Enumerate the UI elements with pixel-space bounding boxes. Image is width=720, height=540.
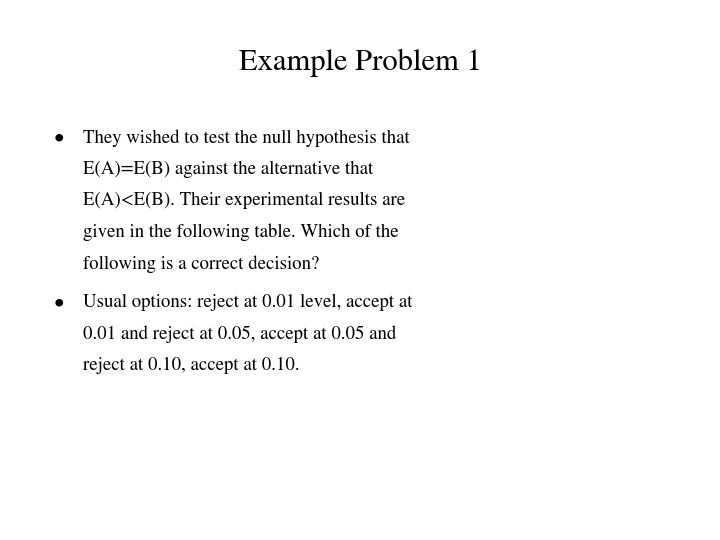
Text: E(A)=E(B) against the alternative that: E(A)=E(B) against the alternative that (83, 161, 373, 178)
Text: •: • (54, 130, 65, 147)
Text: given in the following table. Which of the: given in the following table. Which of t… (83, 224, 398, 241)
Text: 0.01 and reject at 0.05, accept at 0.05 and: 0.01 and reject at 0.05, accept at 0.05 … (83, 326, 396, 343)
Text: reject at 0.10, accept at 0.10.: reject at 0.10, accept at 0.10. (83, 357, 300, 374)
Text: E(A)<E(B). Their experimental results are: E(A)<E(B). Their experimental results ar… (83, 192, 405, 210)
Text: Usual options: reject at 0.01 level, accept at: Usual options: reject at 0.01 level, acc… (83, 294, 413, 312)
Text: following is a correct decision?: following is a correct decision? (83, 255, 319, 273)
Text: Example Problem 1: Example Problem 1 (238, 49, 482, 77)
Text: They wished to test the null hypothesis that: They wished to test the null hypothesis … (83, 130, 410, 147)
Text: •: • (54, 294, 65, 312)
